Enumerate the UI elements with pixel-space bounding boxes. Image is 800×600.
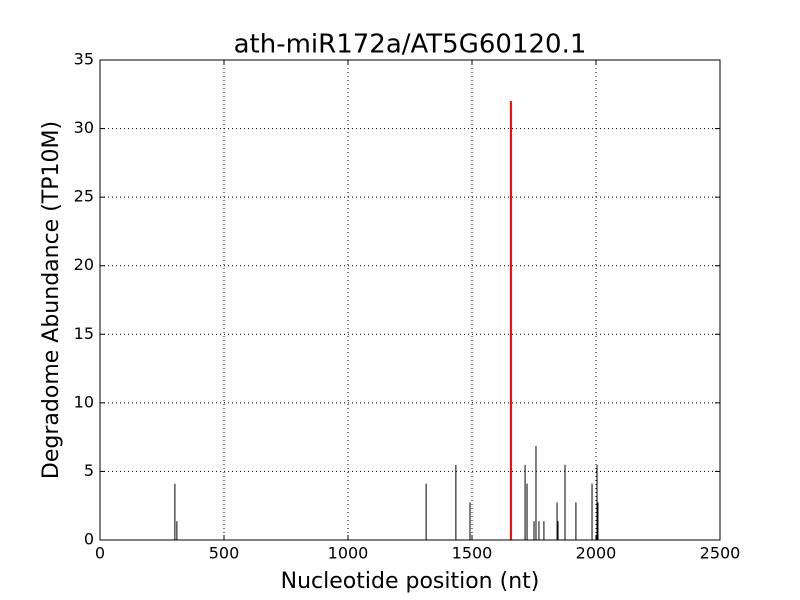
y-tick-label: 5 (84, 461, 94, 480)
x-tick-label: 0 (95, 544, 105, 563)
y-tick-label: 20 (74, 255, 94, 274)
y-tick-label: 30 (74, 118, 94, 137)
x-tick-label: 1500 (452, 544, 493, 563)
x-axis-label: Nucleotide position (nt) (281, 569, 540, 594)
x-tick-label: 1000 (328, 544, 369, 563)
x-tick-label: 500 (209, 544, 240, 563)
x-tick-label: 2000 (576, 544, 617, 563)
y-tick-label: 35 (74, 50, 94, 69)
y-tick-label: 15 (74, 324, 94, 343)
chart-title: ath-miR172a/AT5G60120.1 (234, 30, 587, 60)
plot-frame (99, 59, 721, 541)
y-tick-label: 0 (84, 530, 94, 549)
y-tick-label: 25 (74, 187, 94, 206)
y-tick-label: 10 (74, 392, 94, 411)
x-tick-label: 2500 (700, 544, 741, 563)
y-axis-label: Degradome Abundance (TP10M) (39, 121, 64, 479)
